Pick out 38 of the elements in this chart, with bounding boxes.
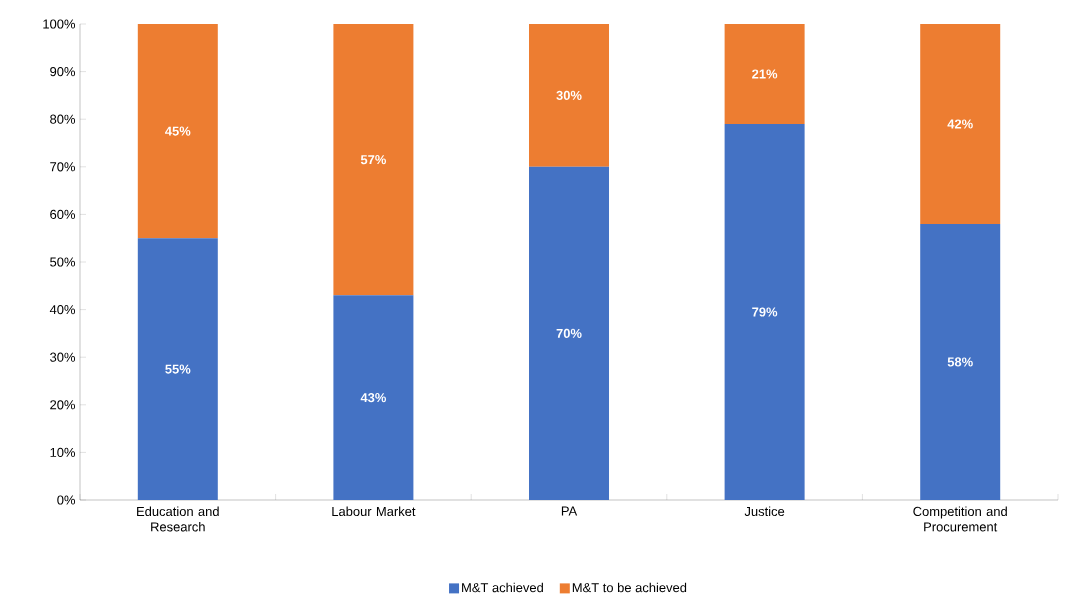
data-label: 55%	[165, 364, 191, 374]
y-tick-label: 50%	[50, 257, 76, 267]
bar	[724, 23, 805, 124]
bar	[137, 23, 218, 239]
data-label: 58%	[947, 357, 973, 367]
data-label: 43%	[360, 393, 387, 403]
y-tick-label: 90%	[50, 67, 76, 77]
y-tick-label: 60%	[50, 209, 76, 219]
data-label: 42%	[947, 119, 973, 129]
bar	[333, 24, 414, 296]
y-tick-label: 0%	[57, 495, 76, 505]
data-label: 21%	[752, 69, 778, 79]
bar	[137, 238, 218, 500]
x-tick-label: Education and Research	[137, 506, 219, 532]
y-tick-label: 40%	[49, 305, 76, 315]
x-tick-label: Competition and Procurement	[913, 506, 1007, 532]
x-tick-label: Labour Market	[332, 506, 416, 517]
legend-label: M&T achieved	[462, 582, 543, 593]
y-tick-label: 70%	[50, 162, 76, 172]
data-label: 45%	[165, 126, 191, 136]
bar	[529, 166, 610, 500]
bar	[920, 223, 1001, 500]
data-label: 70%	[556, 328, 582, 338]
bar	[529, 23, 610, 167]
bar	[333, 295, 414, 500]
data-label: 57%	[360, 155, 387, 165]
x-tick-label: PA	[561, 506, 578, 516]
y-tick-label: 80%	[50, 114, 76, 124]
y-tick-label: 30%	[50, 352, 76, 362]
bar	[920, 24, 1001, 224]
y-tick-label: 100%	[43, 19, 76, 29]
legend-label: M&T to be achieved	[572, 582, 687, 593]
bar	[724, 123, 805, 500]
y-tick-label: 10%	[50, 447, 76, 457]
x-tick-label: Justice	[744, 506, 785, 517]
data-label: 30%	[556, 90, 582, 100]
data-label: 79%	[752, 307, 778, 317]
y-tick-label: 20%	[50, 400, 76, 410]
